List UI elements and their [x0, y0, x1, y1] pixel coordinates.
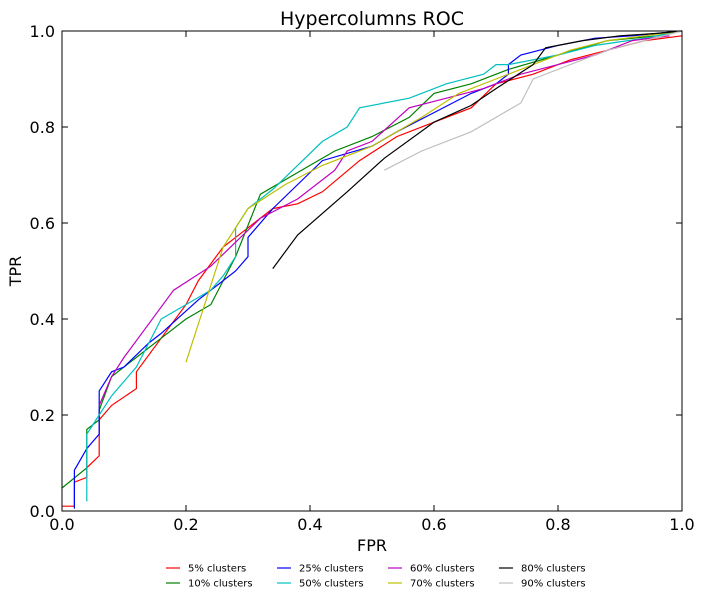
legend-label: 60% clusters [410, 564, 475, 575]
y-tick-label: 0.6 [30, 214, 55, 233]
x-tick-label: 0.0 [49, 515, 74, 534]
series-line-1 [61, 30, 683, 489]
legend-label: 80% clusters [521, 564, 586, 575]
y-tick-label: 0.8 [30, 118, 55, 137]
series-line-2 [73, 30, 683, 509]
series-line-5 [185, 30, 683, 363]
ticks-layer: 0.0 0.2 0.4 0.6 0.8 1.0 0.0 0.2 0.4 0.6 0.8 1.0 [30, 22, 695, 534]
y-tick-label: 0.2 [30, 406, 55, 425]
y-tick-label: 0.4 [30, 310, 55, 329]
x-tick-label: 0.4 [297, 515, 322, 534]
x-axis-title: FPR [357, 536, 387, 555]
legend-label: 70% clusters [410, 579, 475, 590]
series-line-0 [62, 35, 683, 507]
legend-label: 50% clusters [299, 579, 364, 590]
chart-title: Hypercolumns ROC [280, 8, 464, 30]
y-tick-label: 0.0 [30, 502, 55, 521]
x-tick-label: 0.6 [421, 515, 446, 534]
legend: 5% clusters 10% clusters 25% clusters 50% c… [166, 564, 586, 590]
series-layer [61, 30, 683, 509]
series-line-6 [272, 30, 683, 269]
y-tick-label: 1.0 [30, 22, 55, 41]
plot-frame [61, 30, 683, 512]
x-tick-label: 0.2 [173, 515, 198, 534]
series-line-3 [86, 30, 683, 502]
legend-label: 90% clusters [521, 579, 586, 590]
x-tick-label: 1.0 [669, 515, 694, 534]
series-line-7 [384, 30, 683, 171]
legend-label: 5% clusters [188, 564, 246, 575]
legend-label: 25% clusters [299, 564, 364, 575]
x-tick-label: 0.8 [545, 515, 570, 534]
series-line-4 [98, 35, 670, 406]
y-axis-title: TPR [6, 256, 25, 288]
legend-label: 10% clusters [188, 579, 253, 590]
